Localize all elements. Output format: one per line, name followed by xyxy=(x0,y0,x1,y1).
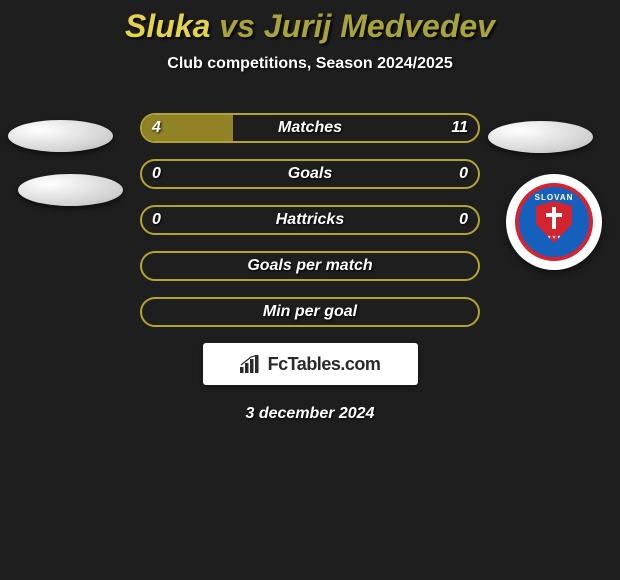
club-badge: SLOVAN xyxy=(506,174,602,270)
page-title: Sluka vs Jurij Medvedev xyxy=(0,0,620,45)
shield-icon xyxy=(536,201,572,243)
stat-row: Goals per match xyxy=(140,251,480,281)
chart-icon xyxy=(240,355,262,373)
player-right-oval xyxy=(488,121,593,153)
stat-row: 411Matches xyxy=(140,113,480,143)
stat-label: Matches xyxy=(142,119,478,137)
stat-row: Min per goal xyxy=(140,297,480,327)
footer-date: 3 december 2024 xyxy=(0,405,620,423)
brand-name: FcTables.com xyxy=(268,354,381,375)
stat-label: Goals xyxy=(142,165,478,183)
brand-attribution[interactable]: FcTables.com xyxy=(203,343,418,385)
player-left-oval-2 xyxy=(18,174,123,206)
stat-row: 00Goals xyxy=(140,159,480,189)
stat-label: Hattricks xyxy=(142,211,478,229)
subtitle: Club competitions, Season 2024/2025 xyxy=(0,55,620,73)
stats-container: 411Matches 00Goals 00Hattricks Goals per ma… xyxy=(140,113,480,327)
club-badge-inner: SLOVAN xyxy=(515,183,593,261)
club-badge-text: SLOVAN xyxy=(535,193,574,202)
player-left-oval-1 xyxy=(8,120,113,152)
title-player2: Jurij Medvedev xyxy=(264,8,495,44)
title-vs: vs xyxy=(210,8,263,44)
stat-label: Goals per match xyxy=(142,257,478,275)
title-player1: Sluka xyxy=(125,8,210,44)
stat-row: 00Hattricks xyxy=(140,205,480,235)
stat-label: Min per goal xyxy=(142,303,478,321)
